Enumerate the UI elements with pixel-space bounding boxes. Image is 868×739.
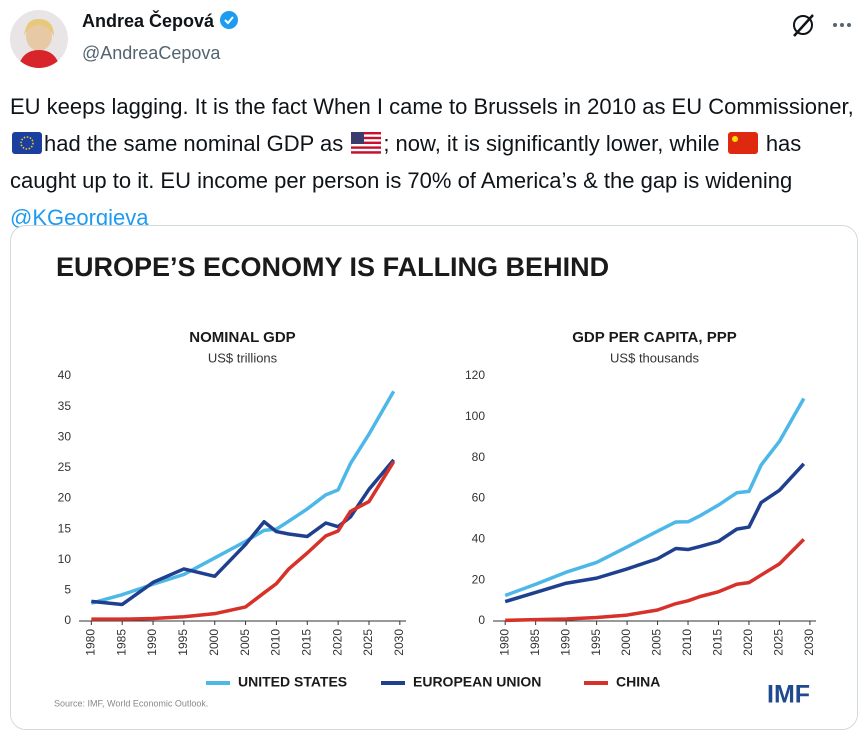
text-segment: EU keeps lagging. It is the fact When I … [10,94,854,119]
y-tick-label: 40 [472,532,486,546]
y-tick-label: 80 [472,450,486,464]
x-tick-label: 2005 [238,629,252,656]
text-segment: had the same nominal GDP as [44,131,350,156]
x-tick-label: 2000 [619,629,633,656]
verified-badge [220,11,239,29]
y-tick-label: 0 [64,613,71,627]
x-tick-label: 1995 [589,629,603,656]
x-tick-label: 1985 [528,629,542,656]
chart-title: NOMINAL GDP [189,329,295,346]
chart-image: EUROPE’S ECONOMY IS FALLING BEHIND Sourc… [11,226,857,729]
y-tick-label: 5 [64,583,71,597]
y-tick-label: 15 [58,521,72,535]
imf-logo: IMF [767,681,810,709]
x-tick-label: 2000 [207,629,221,656]
y-tick-label: 40 [58,368,72,382]
x-tick-label: 2025 [361,629,375,656]
x-tick-label: 1990 [558,629,572,656]
x-tick-label: 2010 [269,629,283,656]
tweet-text: EU keeps lagging. It is the fact When I … [10,88,860,236]
y-tick-label: 25 [58,460,72,474]
x-tick-label: 1980 [497,629,511,656]
avatar-image [10,10,68,68]
grok-icon[interactable] [793,14,814,37]
x-tick-label: 2030 [802,629,816,656]
y-tick-label: 35 [58,399,72,413]
y-tick-label: 20 [472,572,486,586]
media-card[interactable]: EUROPE’S ECONOMY IS FALLING BEHIND Sourc… [10,225,858,730]
x-tick-label: 2005 [650,629,664,656]
y-tick-label: 60 [472,491,486,505]
x-tick-label: 2020 [330,629,344,656]
y-tick-label: 20 [58,491,72,505]
y-tick-label: 100 [465,409,485,423]
x-tick-label: 1995 [176,629,190,656]
data-line [504,462,806,604]
chart-title: GDP PER CAPITA, PPP [572,329,736,346]
y-tick-label: 10 [58,552,72,566]
text-segment: ; now, it is significantly lower, while [383,131,726,156]
eu-flag [12,132,42,154]
x-tick-label: 1985 [114,629,128,656]
y-tick-label: 120 [465,368,485,382]
china-flag [727,132,758,154]
data-line [505,538,806,623]
data-line [91,460,396,621]
author-name[interactable]: Andrea Čepová [82,10,239,32]
y-tick-label: 0 [478,613,485,627]
source-note: Source: IMF, World Economic Outlook. [54,698,208,708]
x-tick-label: 2015 [711,629,725,656]
legend-label: EUROPEAN UNION [413,674,541,690]
avatar[interactable] [10,10,68,68]
header-actions [793,14,851,37]
chart-subtitle: US$ thousands [610,350,699,365]
figure-title: EUROPE’S ECONOMY IS FALLING BEHIND [56,252,609,282]
author: Andrea Čepová [82,11,215,31]
author-handle[interactable]: @AndreaCepova [82,43,221,63]
x-tick-label: 2030 [392,629,406,656]
us-flag [351,132,382,154]
legend-label: UNITED STATES [238,674,347,690]
text-segment: has caught up to it. EU income per perso… [10,131,802,193]
legend-label: CHINA [616,674,660,690]
x-tick-label: 1980 [84,629,98,656]
x-tick-label: 1990 [145,629,159,656]
data-line [90,390,396,605]
x-tick-label: 2020 [741,629,755,656]
x-tick-label: 2015 [299,629,313,656]
data-line [504,397,806,598]
y-tick-label: 30 [58,429,72,443]
more-menu[interactable] [833,23,851,27]
x-tick-label: 2010 [680,629,694,656]
chart-subtitle: US$ trillions [208,350,278,365]
x-tick-label: 2025 [772,629,786,656]
